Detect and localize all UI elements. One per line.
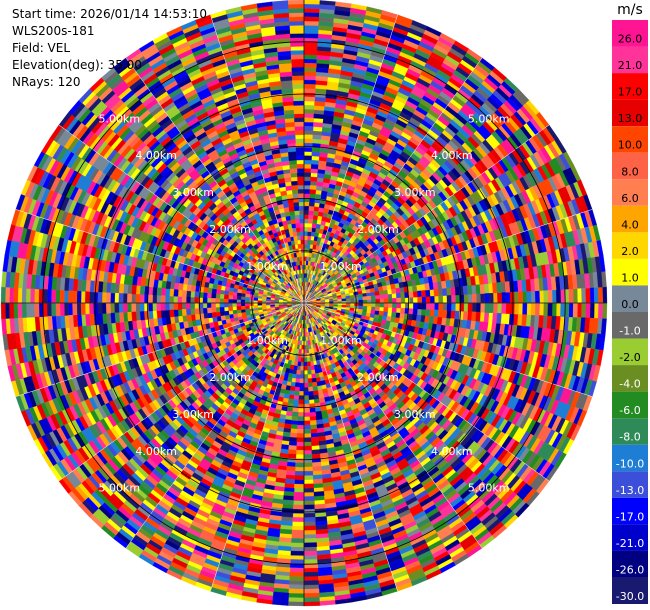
colorbar-cell xyxy=(612,497,648,525)
colorbar-cell xyxy=(612,46,648,74)
colorbar-tick-label: -13.0 xyxy=(616,484,644,497)
colorbar-tick-label: -17.0 xyxy=(616,510,644,523)
start-time-text: Start time: 2026/01/14 14:53:10 xyxy=(12,7,207,21)
ray-line xyxy=(303,57,483,304)
colorbar-cell xyxy=(612,285,648,312)
colorbar-cell xyxy=(612,444,648,472)
colorbar-cell xyxy=(612,577,648,604)
range-ring-label: 1.00km xyxy=(320,260,362,273)
ray-line xyxy=(303,124,550,304)
ray-line xyxy=(303,209,593,304)
colorbar-cell xyxy=(612,550,648,578)
ray-line xyxy=(303,302,593,397)
colorbar-cell xyxy=(612,179,648,206)
colorbar-tick-label: -2.0 xyxy=(619,351,640,364)
colorbar-unit: m/s xyxy=(617,2,643,18)
ray-line xyxy=(303,302,550,482)
range-ring-label: 1.00km xyxy=(246,260,288,273)
ray-line xyxy=(303,14,398,304)
elevation-text: Elevation(deg): 35.00 xyxy=(12,58,142,72)
ray-line xyxy=(303,302,483,549)
colorbar-tick-label: -26.0 xyxy=(616,563,644,576)
colorbar-tick-label: 21.0 xyxy=(618,59,643,72)
range-ring-label: 5.00km xyxy=(99,112,141,125)
colorbar-tick-label: -6.0 xyxy=(619,404,640,417)
colorbar-cell xyxy=(612,312,648,339)
colorbar-cell xyxy=(612,418,648,445)
colorbar-tick-label: 1.0 xyxy=(621,271,639,284)
range-ring-label: 1.00km xyxy=(320,334,362,347)
colorbar-cell xyxy=(612,338,648,366)
range-ring-labels: 1.00km 1.00km 1.00km 1.00km 2.00km 2.00km 2.00… xyxy=(99,112,510,494)
ray-line xyxy=(210,302,305,592)
colorbar-cell xyxy=(612,73,648,100)
ray-line xyxy=(303,302,398,592)
range-ring-label: 2.00km xyxy=(209,223,251,236)
instrument-text: WLS200s-181 xyxy=(12,24,95,38)
colorbar-cell xyxy=(612,20,648,47)
colorbar-tick-label: -1.0 xyxy=(619,325,640,338)
ray-line xyxy=(210,14,305,304)
range-ring-label: 3.00km xyxy=(172,186,214,199)
range-ring-label: 4.00km xyxy=(431,445,473,458)
ray-line xyxy=(125,57,305,304)
range-ring-label: 3.00km xyxy=(394,186,436,199)
colorbar-tick-label: -8.0 xyxy=(619,431,640,444)
colorbar-tick-label: -4.0 xyxy=(619,378,640,391)
colorbar-cell xyxy=(612,152,648,180)
range-ring-label: 3.00km xyxy=(394,408,436,421)
colorbar-tick-label: 6.0 xyxy=(621,192,639,205)
colorbar-cell xyxy=(612,99,648,127)
info-panel: Start time: 2026/01/14 14:53:10 WLS200s-… xyxy=(12,6,207,91)
range-ring-label: 4.00km xyxy=(135,445,177,458)
colorbar-tick-label: -10.0 xyxy=(616,457,644,470)
colorbar-tick-label: 0.0 xyxy=(621,298,639,311)
range-ring-label: 5.00km xyxy=(99,482,141,495)
colorbar-tick-label: 13.0 xyxy=(618,112,643,125)
ray-line xyxy=(15,209,305,304)
range-ring-label: 2.00km xyxy=(357,223,399,236)
range-ring-label: 3.00km xyxy=(172,408,214,421)
colorbar-tick-label: 26.0 xyxy=(618,33,643,46)
colorbar-tick-label: 2.0 xyxy=(621,245,639,258)
center-axes xyxy=(1,0,607,606)
range-ring-label: 4.00km xyxy=(431,149,473,162)
colorbar-cell xyxy=(612,365,648,392)
colorbar-cell xyxy=(612,471,648,498)
colorbar-cells: 26.0 21.0 17.0 13.0 10.0 8.0 6.0 4.0 2.0 1.0 0.0 -1… xyxy=(612,20,648,604)
range-ring-label: 1.00km xyxy=(246,334,288,347)
ray-line xyxy=(58,302,305,482)
ray-line xyxy=(15,302,305,397)
colorbar-cell xyxy=(612,524,648,551)
colorbar-cell xyxy=(612,391,648,419)
colorbar-tick-label: -21.0 xyxy=(616,537,644,550)
colorbar-cell xyxy=(612,232,648,259)
field-text: Field: VEL xyxy=(12,41,71,55)
colorbar-tick-label: 10.0 xyxy=(618,139,643,152)
colorbar-tick-label: -30.0 xyxy=(616,590,644,603)
colorbar-tick-label: 17.0 xyxy=(618,86,643,99)
nrays-text: NRays: 120 xyxy=(12,75,81,89)
colorbar-tick-label: 4.0 xyxy=(621,218,639,231)
range-ring-label: 5.00km xyxy=(468,112,510,125)
range-ring-label: 4.00km xyxy=(135,149,177,162)
colorbar-cell xyxy=(612,126,648,153)
range-ring-label: 2.00km xyxy=(357,371,399,384)
colorbar-cell xyxy=(612,205,648,233)
colorbar-tick-label: 8.0 xyxy=(621,165,639,178)
ray-line xyxy=(58,124,305,304)
range-ring-label: 2.00km xyxy=(209,371,251,384)
range-ring-label: 5.00km xyxy=(468,482,510,495)
ray-line xyxy=(125,302,305,549)
colorbar-cell xyxy=(612,258,648,286)
